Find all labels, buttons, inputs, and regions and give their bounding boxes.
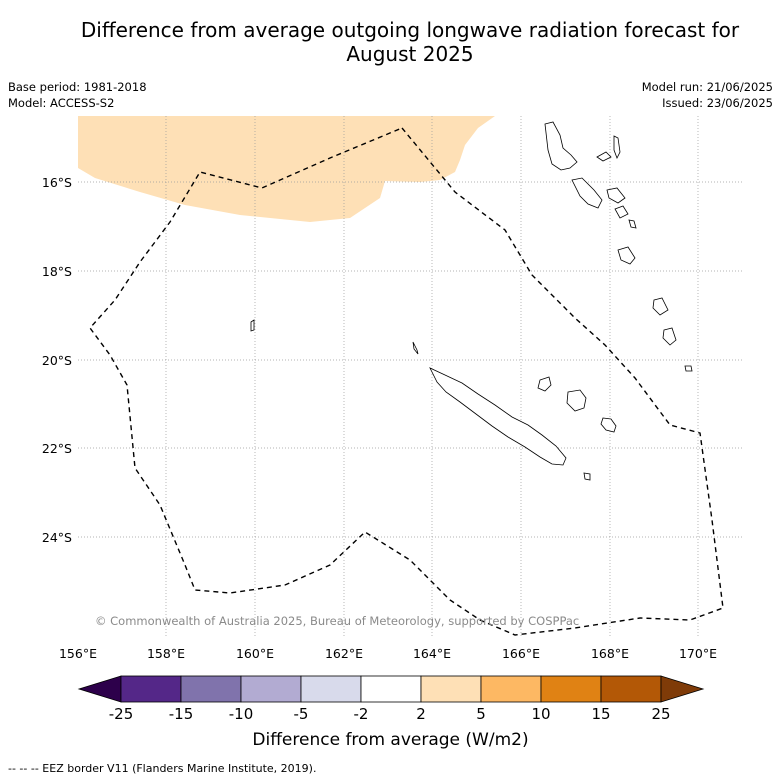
copyright-notice: © Commonwealth of Australia 2025, Bureau… — [95, 614, 580, 628]
colorbar-tick: -2 — [353, 705, 369, 723]
issued-text: Issued: 23/06/2025 — [662, 96, 773, 110]
colorbar-tick: -25 — [108, 705, 134, 723]
map-title: Difference from average outgoing longwav… — [40, 18, 780, 66]
colorbar-tick: -10 — [228, 705, 254, 723]
colorbar-segment — [600, 675, 662, 703]
lat-label-24s: 24°S — [41, 530, 72, 545]
colorbar-tick: 2 — [416, 705, 426, 723]
colorbar — [77, 675, 705, 703]
eez-footnote: -- -- -- EEZ border V11 (Flanders Marine… — [8, 762, 317, 775]
lon-label-166e: 166°E — [501, 646, 540, 661]
lon-label-162e: 162°E — [324, 646, 363, 661]
colorbar-tick: 25 — [651, 705, 671, 723]
colorbar-segment — [540, 675, 602, 703]
colorbar-tick: 5 — [476, 705, 486, 723]
lat-label-16s: 16°S — [41, 175, 72, 190]
colorbar-tick: -5 — [293, 705, 309, 723]
model-run-text: Model run: 21/06/2025 — [641, 80, 773, 94]
colorbar-tick: 10 — [531, 705, 551, 723]
lat-label-18s: 18°S — [41, 264, 72, 279]
coastline-vanuatu — [544, 121, 693, 372]
lon-label-168e: 168°E — [590, 646, 629, 661]
colorbar-label: Difference from average (W/m2) — [252, 730, 529, 750]
colorbar-tick: 15 — [591, 705, 611, 723]
base-period-text: Base period: 1981-2018 — [8, 80, 147, 94]
colorbar-extend-low — [77, 675, 122, 703]
positive-anomaly-region — [78, 116, 495, 222]
colorbar-segment — [360, 675, 422, 703]
colorbar-segment — [180, 675, 242, 703]
colorbar-segment — [420, 675, 482, 703]
lon-label-160e: 160°E — [235, 646, 274, 661]
colorbar-segment — [240, 675, 302, 703]
lon-label-158e: 158°E — [146, 646, 185, 661]
metadata-left: Base period: 1981-2018 Model: ACCESS-S2 — [8, 79, 147, 111]
lat-label-20s: 20°S — [41, 353, 72, 368]
colorbar-segment — [300, 675, 362, 703]
colorbar-extend-high — [660, 675, 705, 703]
lon-label-170e: 170°E — [678, 646, 717, 661]
lat-label-22s: 22°S — [41, 441, 72, 456]
colorbar-tick: -15 — [168, 705, 194, 723]
colorbar-segment — [120, 675, 182, 703]
map-title-line1: Difference from average outgoing longwav… — [80, 18, 740, 42]
lon-label-156e: 156°E — [58, 646, 97, 661]
colorbar-segment — [480, 675, 542, 703]
model-text: Model: ACCESS-S2 — [8, 96, 115, 110]
lon-label-164e: 164°E — [412, 646, 451, 661]
map-title-line2: August 2025 — [346, 42, 474, 66]
coastline-new-caledonia — [250, 319, 617, 481]
eez-border-line — [89, 127, 724, 636]
metadata-right: Model run: 21/06/2025 Issued: 23/06/2025 — [642, 79, 773, 111]
